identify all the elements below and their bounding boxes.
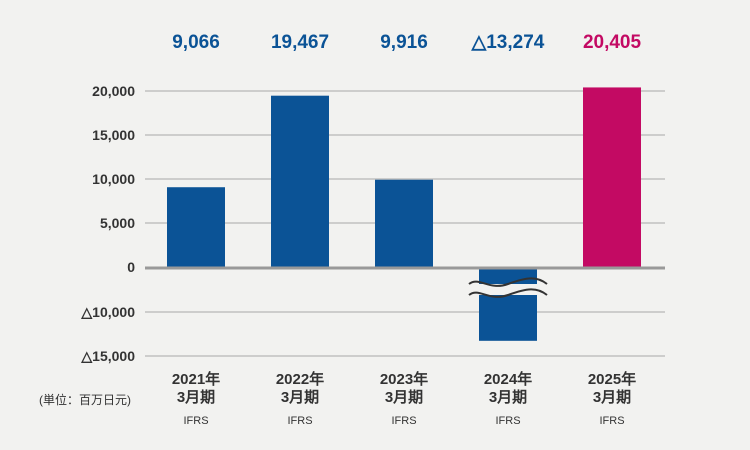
category-standard: IFRS xyxy=(391,415,416,427)
value-label: △13,274 xyxy=(471,32,545,53)
axis-break-wave xyxy=(468,277,548,287)
category-year: 2023年 xyxy=(380,370,428,388)
value-label: 9,066 xyxy=(172,32,220,53)
y-tick-label: △10,000 xyxy=(80,304,135,320)
y-tick-label: 20,000 xyxy=(92,83,135,99)
category-year: 2025年 xyxy=(588,370,636,388)
category-standard: IFRS xyxy=(183,415,208,427)
y-tick-label: △15,000 xyxy=(80,348,135,364)
category-period: 3月期 xyxy=(177,388,215,406)
category-standard: IFRS xyxy=(495,415,520,427)
unit-label: (単位：百万日元) xyxy=(39,392,131,407)
bar xyxy=(375,179,433,267)
value-label: 9,916 xyxy=(380,32,428,53)
category-standard: IFRS xyxy=(599,415,624,427)
category-period: 3月期 xyxy=(385,388,423,406)
category-period: 3月期 xyxy=(489,388,527,406)
bar xyxy=(167,187,225,267)
y-tick-label: 5,000 xyxy=(100,215,135,231)
category-period: 3月期 xyxy=(281,388,319,406)
axis-break-gap xyxy=(469,284,547,295)
category-standard: IFRS xyxy=(287,415,312,427)
value-label: 20,405 xyxy=(583,32,642,53)
bar xyxy=(479,269,537,341)
category-year: 2022年 xyxy=(276,370,324,388)
axis-break-wave xyxy=(468,288,548,298)
category-year: 2024年 xyxy=(484,370,532,388)
bar xyxy=(271,95,329,267)
category-period: 3月期 xyxy=(593,388,631,406)
value-label: 19,467 xyxy=(271,32,329,53)
category-year: 2021年 xyxy=(172,370,220,388)
bar xyxy=(583,87,641,267)
y-tick-label: 10,000 xyxy=(92,171,135,187)
y-tick-label: 0 xyxy=(127,259,135,275)
y-tick-label: 15,000 xyxy=(92,127,135,143)
